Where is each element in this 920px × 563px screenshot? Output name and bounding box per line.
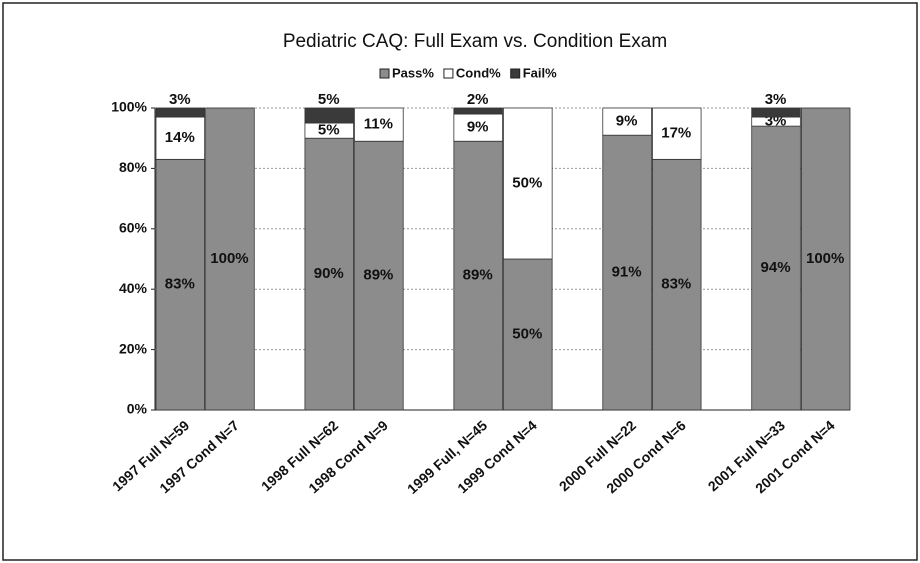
legend-swatch bbox=[510, 68, 521, 79]
bar-segment bbox=[205, 107, 255, 411]
data-label: 9% bbox=[616, 113, 638, 130]
bar-segment bbox=[304, 107, 354, 124]
data-label: 100% bbox=[210, 250, 248, 267]
y-tick-label: 40% bbox=[119, 280, 148, 296]
bar-segment bbox=[155, 158, 206, 411]
bar-segment bbox=[155, 107, 206, 118]
bar-segment bbox=[800, 107, 851, 411]
data-label: 5% bbox=[318, 91, 340, 108]
bar-segment bbox=[453, 113, 503, 142]
bar-segment bbox=[354, 140, 404, 411]
data-label: 3% bbox=[169, 91, 191, 108]
bar-segment bbox=[354, 107, 404, 142]
chart-title: Pediatric CAQ: Full Exam vs. Condition E… bbox=[283, 31, 667, 52]
data-label: 5% bbox=[318, 122, 340, 139]
legend-swatch bbox=[379, 68, 390, 79]
data-label: 89% bbox=[363, 267, 393, 284]
data-label: 17% bbox=[661, 125, 691, 142]
y-tick-label: 0% bbox=[127, 401, 148, 417]
data-label: 3% bbox=[765, 91, 787, 108]
bar-segment bbox=[453, 140, 503, 411]
data-label: 83% bbox=[661, 276, 691, 293]
bar-segment bbox=[503, 107, 553, 260]
data-label: 50% bbox=[512, 325, 542, 342]
bar-segment bbox=[453, 107, 503, 115]
bar-segment bbox=[751, 107, 801, 118]
bar-segment bbox=[602, 107, 652, 136]
y-tick-label: 100% bbox=[111, 99, 147, 115]
bar-segment bbox=[503, 258, 553, 411]
bar-segment bbox=[751, 125, 801, 411]
data-label: 83% bbox=[165, 276, 195, 293]
legend-swatch bbox=[443, 68, 454, 79]
data-label: 9% bbox=[467, 119, 489, 136]
data-label: 14% bbox=[165, 129, 195, 146]
bar-segment bbox=[602, 134, 652, 411]
data-label: 94% bbox=[761, 259, 791, 276]
bar-segment bbox=[304, 137, 354, 411]
data-label: 100% bbox=[806, 250, 844, 267]
data-label: 90% bbox=[314, 265, 344, 282]
y-tick-label: 80% bbox=[119, 159, 148, 175]
data-label: 89% bbox=[463, 267, 493, 284]
data-label: 50% bbox=[512, 174, 542, 191]
bar-segment bbox=[652, 107, 702, 160]
legend-entry: Cond% bbox=[456, 65, 501, 80]
data-label: 11% bbox=[364, 116, 393, 133]
legend-entry: Pass% bbox=[392, 65, 434, 80]
y-tick-label: 60% bbox=[119, 220, 148, 236]
legend-entry: Fail% bbox=[523, 65, 557, 80]
y-tick-label: 20% bbox=[119, 340, 148, 356]
bar-segment bbox=[652, 158, 702, 411]
data-label: 91% bbox=[612, 264, 642, 281]
data-label: 2% bbox=[467, 91, 489, 108]
